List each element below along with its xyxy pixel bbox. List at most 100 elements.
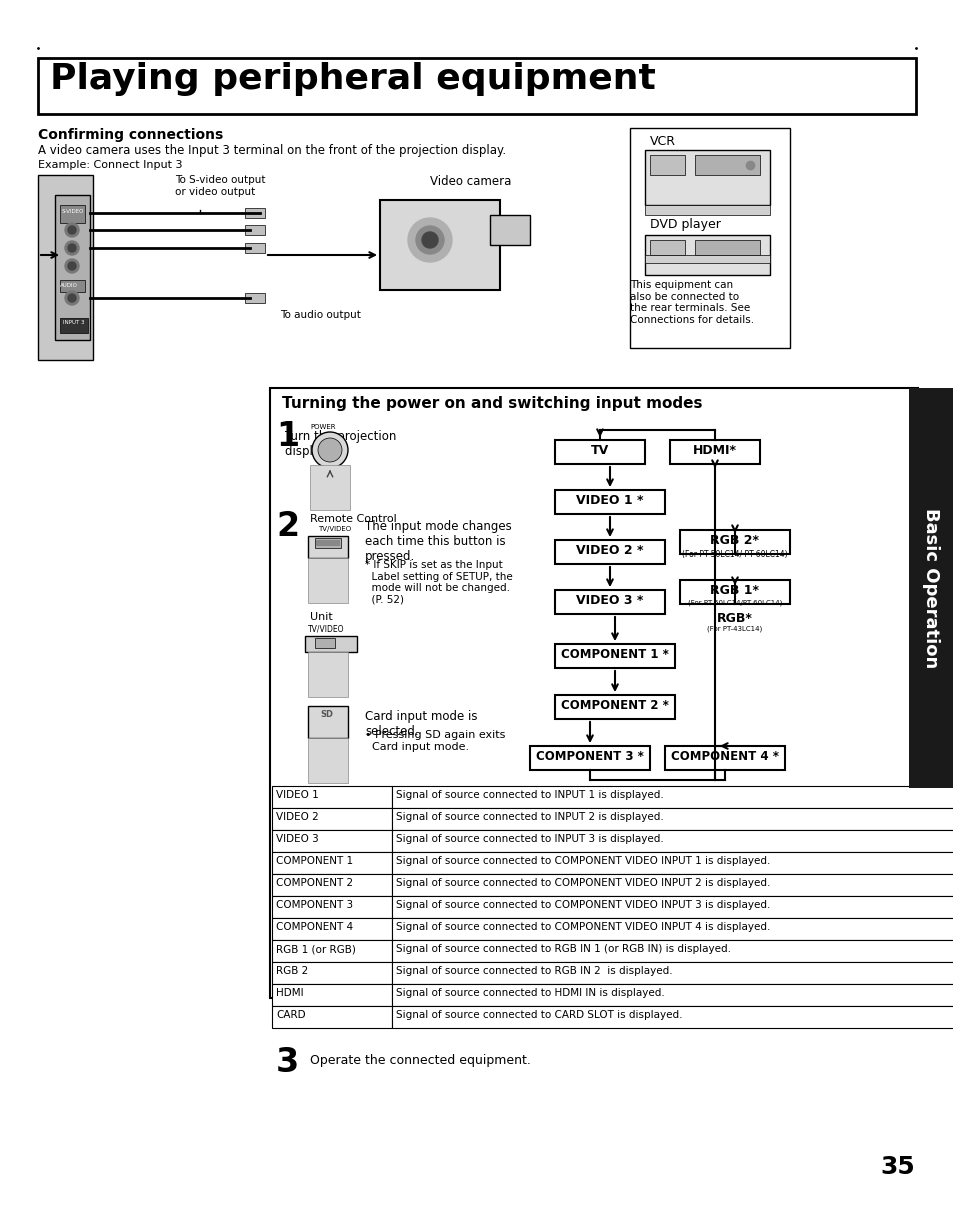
Bar <box>392 852 953 874</box>
Bar <box>315 540 339 546</box>
Bar <box>392 1006 953 1028</box>
Bar <box>490 214 530 245</box>
Text: Signal of source connected to COMPONENT VIDEO INPUT 2 is displayed.: Signal of source connected to COMPONENT … <box>395 878 770 888</box>
Text: Video camera: Video camera <box>430 175 511 188</box>
Circle shape <box>68 294 76 302</box>
Bar <box>555 440 644 464</box>
Bar <box>272 918 392 940</box>
Bar <box>644 149 769 205</box>
Text: Signal of source connected to HDMI IN is displayed.: Signal of source connected to HDMI IN is… <box>395 988 664 998</box>
Text: Signal of source connected to CARD SLOT is displayed.: Signal of source connected to CARD SLOT … <box>395 1010 681 1019</box>
Bar <box>664 746 784 770</box>
Text: VIDEO 3 *: VIDEO 3 * <box>576 594 643 607</box>
Text: Operate the connected equipment.: Operate the connected equipment. <box>310 1054 530 1066</box>
Bar <box>272 830 392 852</box>
Bar <box>644 205 769 214</box>
Circle shape <box>421 233 437 248</box>
Bar <box>308 558 348 602</box>
Bar <box>679 580 789 604</box>
Bar <box>555 540 664 564</box>
Bar <box>55 195 90 340</box>
Bar <box>272 786 392 809</box>
Text: Signal of source connected to COMPONENT VIDEO INPUT 4 is displayed.: Signal of source connected to COMPONENT … <box>395 922 770 931</box>
Text: Signal of source connected to RGB IN 1 (or RGB IN) is displayed.: Signal of source connected to RGB IN 1 (… <box>395 944 730 954</box>
Bar <box>245 208 265 218</box>
Bar <box>530 746 649 770</box>
Bar <box>392 809 953 830</box>
Bar <box>695 240 760 255</box>
Bar <box>305 636 356 652</box>
Text: Signal of source connected to COMPONENT VIDEO INPUT 3 is displayed.: Signal of source connected to COMPONENT … <box>395 900 770 910</box>
Circle shape <box>416 227 443 254</box>
Bar <box>272 852 392 874</box>
Bar <box>392 830 953 852</box>
Circle shape <box>65 223 79 237</box>
Text: Signal of source connected to INPUT 3 is displayed.: Signal of source connected to INPUT 3 is… <box>395 834 663 843</box>
Text: SD: SD <box>319 710 333 719</box>
Circle shape <box>68 261 76 270</box>
Bar <box>629 128 789 348</box>
Text: RGB 1*: RGB 1* <box>710 584 759 596</box>
Text: CARD: CARD <box>275 1010 305 1019</box>
Bar <box>308 737 348 783</box>
Bar <box>644 255 769 263</box>
Text: COMPONENT 2: COMPONENT 2 <box>275 878 353 888</box>
Text: Card input mode is
selected.: Card input mode is selected. <box>365 710 477 737</box>
Bar <box>392 918 953 940</box>
Text: Signal of source connected to INPUT 2 is displayed.: Signal of source connected to INPUT 2 is… <box>395 812 663 822</box>
Text: (For PT-50LC14/PT-60LC14): (For PT-50LC14/PT-60LC14) <box>687 600 781 606</box>
Text: Turning the power on and switching input modes: Turning the power on and switching input… <box>282 396 701 411</box>
Bar <box>649 240 684 255</box>
Text: 3: 3 <box>275 1046 299 1078</box>
Circle shape <box>65 241 79 255</box>
Bar <box>555 695 675 719</box>
Bar <box>245 293 265 302</box>
Bar <box>308 706 348 737</box>
Circle shape <box>312 433 348 468</box>
Bar <box>669 440 760 464</box>
Text: HDMI*: HDMI* <box>692 443 737 457</box>
Bar <box>392 874 953 897</box>
Text: COMPONENT 4: COMPONENT 4 <box>275 922 353 931</box>
Bar <box>245 225 265 235</box>
Bar <box>314 537 340 548</box>
Bar <box>272 962 392 984</box>
Text: VIDEO 3: VIDEO 3 <box>275 834 318 843</box>
Text: To S-video output
or video output: To S-video output or video output <box>174 175 265 196</box>
Text: AUDIO: AUDIO <box>60 283 78 288</box>
Text: Signal of source connected to INPUT 1 is displayed.: Signal of source connected to INPUT 1 is… <box>395 790 663 800</box>
Text: The input mode changes
each time this button is
pressed.: The input mode changes each time this bu… <box>365 521 511 563</box>
Bar <box>60 205 85 223</box>
Text: COMPONENT 3 *: COMPONENT 3 * <box>536 750 643 763</box>
Text: • Pressing SD again exits
  Card input mode.: • Pressing SD again exits Card input mod… <box>365 730 505 752</box>
Text: S-VIDEO: S-VIDEO <box>62 208 84 214</box>
Text: (For PT-43LC14): (For PT-43LC14) <box>706 627 761 633</box>
Bar <box>392 962 953 984</box>
Bar <box>308 536 348 558</box>
Text: Confirming connections: Confirming connections <box>38 128 223 142</box>
Text: RGB 2: RGB 2 <box>275 966 308 976</box>
Bar <box>555 490 664 515</box>
Bar <box>272 874 392 897</box>
Text: RGB 1 (or RGB): RGB 1 (or RGB) <box>275 944 355 954</box>
Text: VIDEO 1 *: VIDEO 1 * <box>576 494 643 507</box>
Text: INPUT 3: INPUT 3 <box>63 321 85 325</box>
Text: TV/VIDEO: TV/VIDEO <box>308 624 344 633</box>
Bar <box>272 984 392 1006</box>
Text: VIDEO 2 *: VIDEO 2 * <box>576 543 643 557</box>
Text: VIDEO 2: VIDEO 2 <box>275 812 318 822</box>
Bar <box>644 235 769 275</box>
Bar <box>272 809 392 830</box>
Circle shape <box>68 243 76 252</box>
Text: Signal of source connected to COMPONENT VIDEO INPUT 1 is displayed.: Signal of source connected to COMPONENT … <box>395 856 770 866</box>
Text: RGB 2*: RGB 2* <box>710 534 759 547</box>
Text: 2: 2 <box>275 510 299 543</box>
Circle shape <box>65 259 79 274</box>
Bar <box>392 786 953 809</box>
Bar <box>695 155 760 175</box>
Text: * If SKIP is set as the Input
  Label setting of SETUP, the
  mode will not be c: * If SKIP is set as the Input Label sett… <box>365 560 512 605</box>
Text: 35: 35 <box>879 1156 914 1178</box>
Text: RGB*: RGB* <box>717 612 752 625</box>
Bar <box>272 940 392 962</box>
Text: Signal of source connected to RGB IN 2  is displayed.: Signal of source connected to RGB IN 2 i… <box>395 966 672 976</box>
